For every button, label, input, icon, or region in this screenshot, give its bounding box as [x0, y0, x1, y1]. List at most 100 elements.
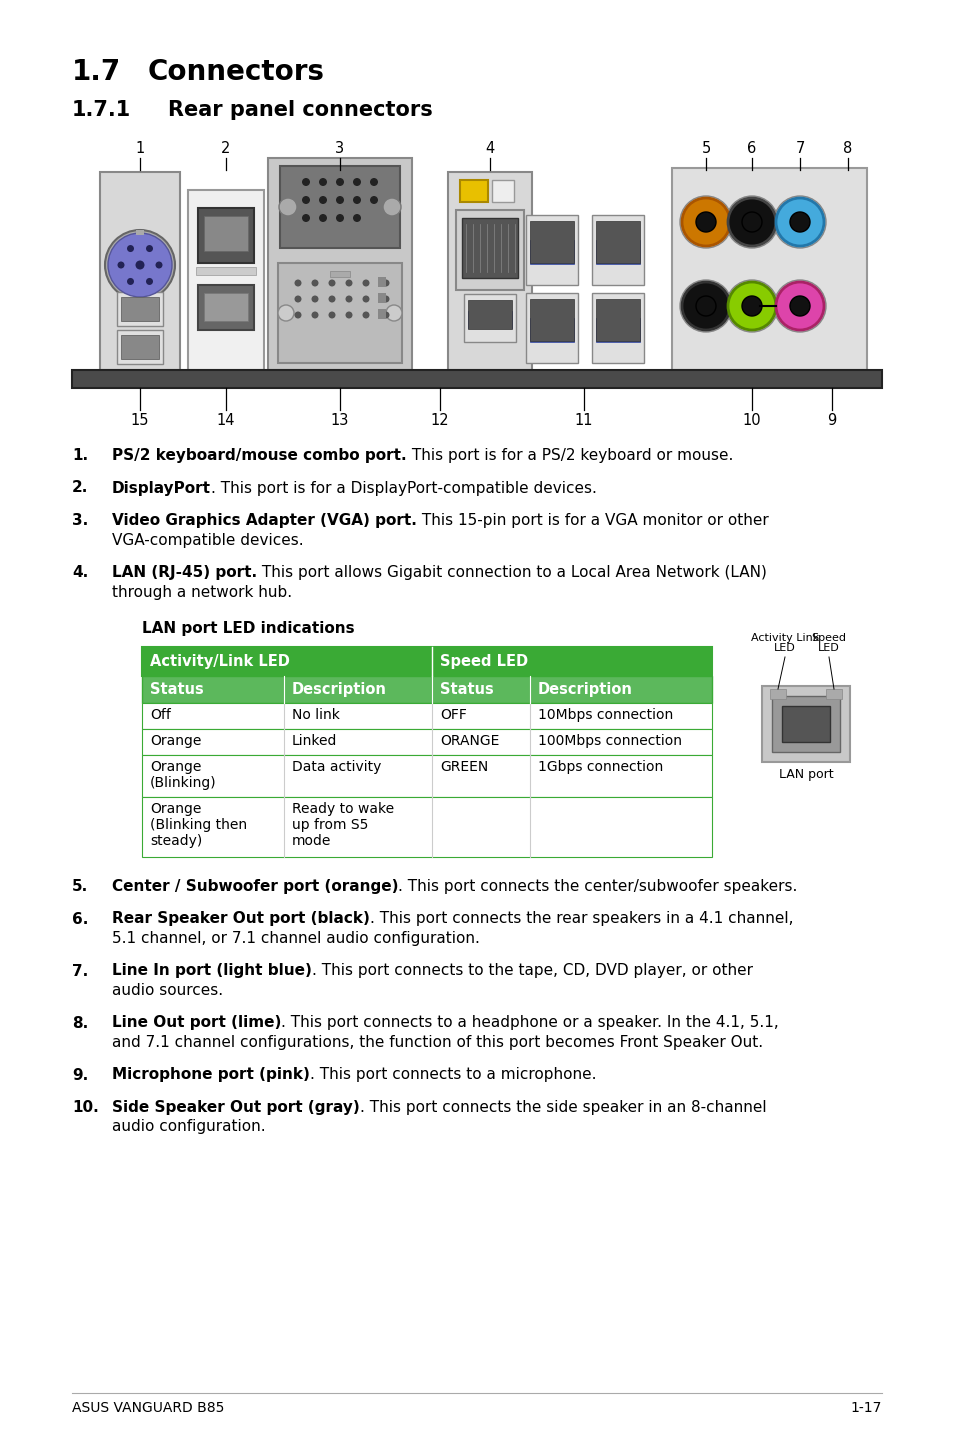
Text: 4: 4 — [485, 141, 494, 155]
Text: Orange
(Blinking then
steady): Orange (Blinking then steady) — [150, 802, 247, 848]
Bar — [530, 299, 574, 341]
Bar — [121, 298, 159, 321]
Text: Line In port (light blue): Line In port (light blue) — [112, 963, 312, 978]
Text: Line Out port (lime): Line Out port (lime) — [112, 1015, 281, 1031]
Text: 14: 14 — [216, 413, 235, 429]
Text: . This port connects to a headphone or a speaker. In the 4.1, 5.1,: . This port connects to a headphone or a… — [281, 1015, 779, 1031]
Bar — [277, 263, 401, 362]
Circle shape — [696, 296, 716, 316]
Text: 1.7: 1.7 — [71, 58, 121, 86]
Text: 9: 9 — [826, 413, 836, 429]
Bar — [268, 158, 412, 370]
Text: PS/2 keyboard/mouse combo port.: PS/2 keyboard/mouse combo port. — [112, 449, 406, 463]
Bar — [771, 696, 840, 752]
Circle shape — [278, 198, 296, 216]
Text: . This port connects the side speaker in an 8-channel: . This port connects the side speaker in… — [359, 1100, 765, 1114]
Circle shape — [155, 262, 162, 269]
Text: Microphone port (pink): Microphone port (pink) — [112, 1067, 310, 1083]
Circle shape — [294, 312, 301, 318]
Bar — [596, 221, 639, 263]
Circle shape — [370, 196, 377, 204]
Text: 7: 7 — [795, 141, 803, 155]
Text: Off: Off — [150, 707, 171, 722]
Bar — [468, 301, 512, 329]
Text: ASUS VANGUARD B85: ASUS VANGUARD B85 — [71, 1401, 224, 1415]
Bar — [142, 647, 711, 676]
Bar — [592, 216, 643, 285]
Text: . This port connects the center/subwoofer speakers.: . This port connects the center/subwoofe… — [398, 879, 797, 894]
Text: 10.: 10. — [71, 1100, 99, 1114]
Text: VGA-compatible devices.: VGA-compatible devices. — [112, 532, 303, 548]
Text: . This port connects the rear speakers in a 4.1 channel,: . This port connects the rear speakers i… — [370, 912, 793, 926]
Circle shape — [302, 196, 310, 204]
Text: This 15-pin port is for a VGA monitor or other: This 15-pin port is for a VGA monitor or… — [416, 513, 768, 528]
Bar — [100, 173, 180, 370]
Bar — [142, 797, 711, 857]
Circle shape — [294, 279, 301, 286]
Text: 100Mbps connection: 100Mbps connection — [537, 733, 681, 748]
Circle shape — [312, 312, 318, 318]
Text: . This port is for a DisplayPort-compatible devices.: . This port is for a DisplayPort-compati… — [211, 480, 597, 496]
Text: Ready to wake
up from S5
mode: Ready to wake up from S5 mode — [292, 802, 394, 848]
Text: . This port connects to the tape, CD, DVD player, or other: . This port connects to the tape, CD, DV… — [312, 963, 752, 978]
Circle shape — [345, 295, 352, 302]
Circle shape — [382, 312, 389, 318]
Text: LAN port: LAN port — [778, 768, 832, 781]
Text: and 7.1 channel configurations, the function of this port becomes Front Speaker : and 7.1 channel configurations, the func… — [112, 1035, 762, 1050]
Bar — [204, 293, 248, 321]
Text: 7.: 7. — [71, 963, 89, 978]
Circle shape — [362, 312, 369, 318]
Bar — [459, 180, 488, 201]
Text: 3: 3 — [335, 141, 344, 155]
Text: 10: 10 — [741, 413, 760, 429]
Circle shape — [382, 279, 389, 286]
Bar — [530, 240, 574, 265]
Circle shape — [741, 296, 761, 316]
Bar — [596, 240, 639, 265]
Text: 8: 8 — [842, 141, 852, 155]
Circle shape — [127, 278, 133, 285]
Bar — [525, 216, 578, 285]
Bar — [142, 755, 711, 797]
Circle shape — [386, 305, 401, 321]
Circle shape — [328, 295, 335, 302]
Circle shape — [679, 280, 731, 332]
Text: 13: 13 — [331, 413, 349, 429]
Circle shape — [105, 230, 174, 301]
Circle shape — [353, 178, 360, 186]
Circle shape — [789, 296, 809, 316]
Circle shape — [775, 282, 823, 329]
Circle shape — [382, 295, 389, 302]
Bar — [825, 689, 841, 699]
Bar — [463, 293, 516, 342]
Circle shape — [328, 279, 335, 286]
Text: Connectors: Connectors — [148, 58, 325, 86]
Text: 1Gbps connection: 1Gbps connection — [537, 761, 662, 774]
Text: No link: No link — [292, 707, 339, 722]
Text: Rear Speaker Out port (black): Rear Speaker Out port (black) — [112, 912, 370, 926]
Circle shape — [335, 178, 344, 186]
Circle shape — [312, 279, 318, 286]
Text: Linked: Linked — [292, 733, 337, 748]
Text: 3.: 3. — [71, 513, 89, 528]
Bar — [596, 299, 639, 341]
Text: audio sources.: audio sources. — [112, 984, 223, 998]
Text: This port is for a PS/2 keyboard or mouse.: This port is for a PS/2 keyboard or mous… — [406, 449, 732, 463]
Circle shape — [117, 262, 125, 269]
Text: 2: 2 — [221, 141, 231, 155]
Circle shape — [741, 211, 761, 232]
Text: GREEN: GREEN — [439, 761, 488, 774]
Text: 5.: 5. — [71, 879, 89, 894]
Circle shape — [379, 312, 386, 318]
Text: 9.: 9. — [71, 1067, 89, 1083]
Bar — [198, 285, 253, 329]
Bar — [461, 219, 517, 278]
Circle shape — [127, 244, 133, 252]
Circle shape — [277, 305, 294, 321]
Text: 4.: 4. — [71, 565, 89, 580]
Circle shape — [725, 196, 778, 247]
Text: ORANGE: ORANGE — [439, 733, 498, 748]
Bar — [596, 318, 639, 342]
Circle shape — [302, 214, 310, 221]
Text: Description: Description — [292, 682, 387, 697]
